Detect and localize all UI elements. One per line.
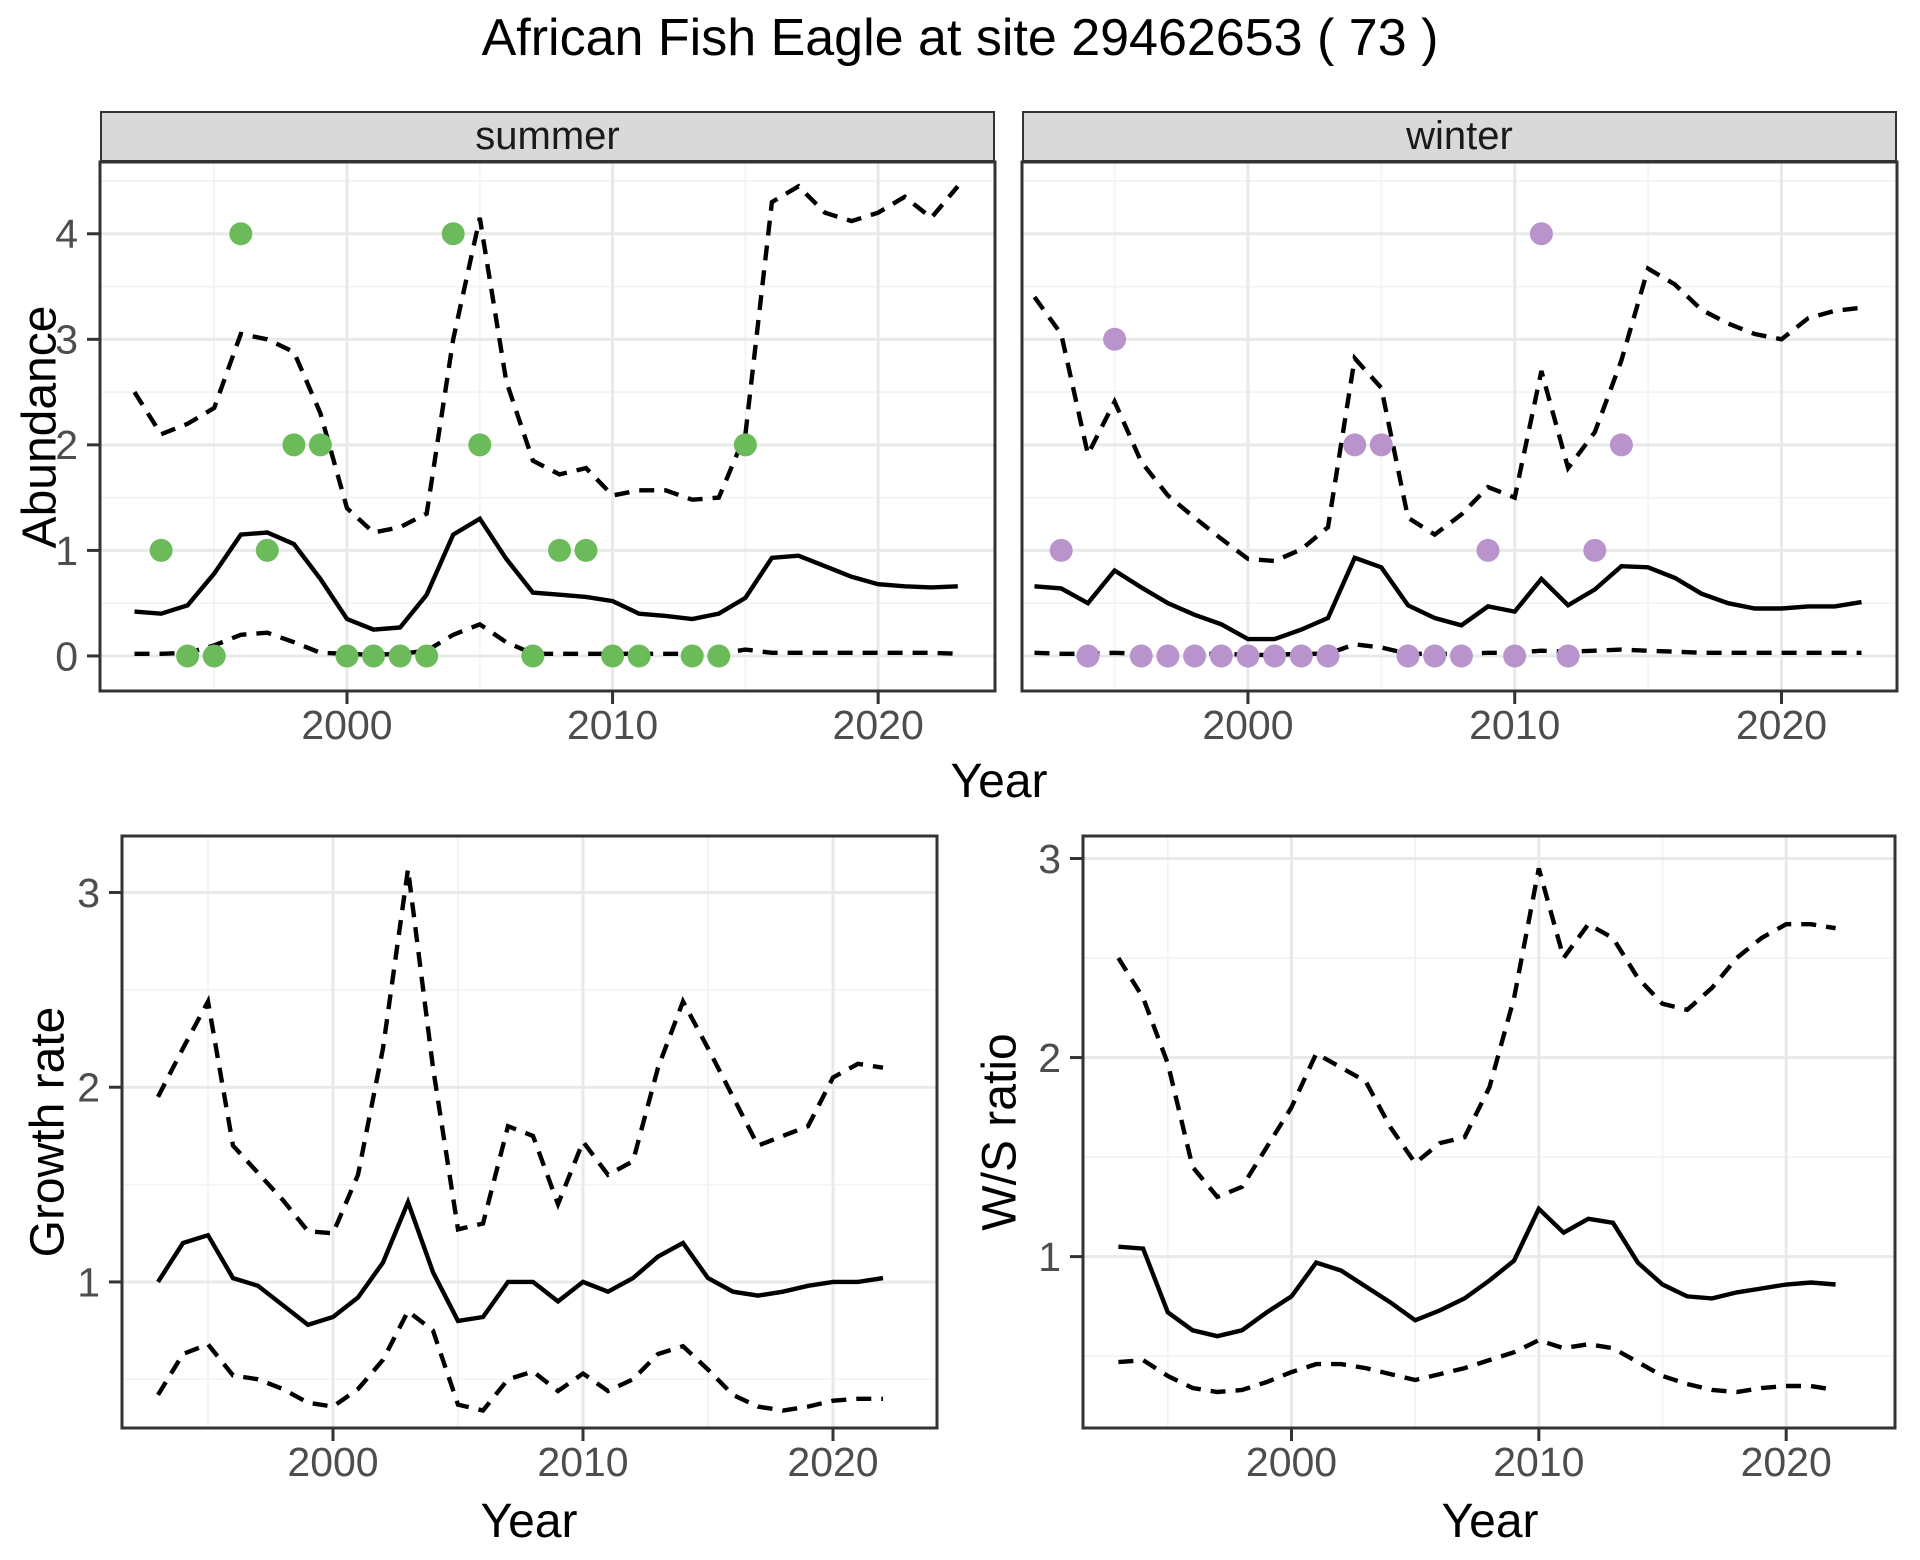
y-tick-label: 2 [1038,1035,1061,1081]
abundance-winter-data-point [1369,433,1393,457]
abundance-winter-data-point [1103,327,1127,351]
abundance-winter-data-point [1476,538,1500,562]
abundance-winter-data-point [1583,538,1607,562]
growth-rate-panel: 2000 2010 2020 1 2 3 [77,834,939,1485]
x-tick-label: 2020 [1736,702,1827,748]
x-tick-label: 2000 [287,1439,378,1485]
abundance-summer-data-point [441,222,465,246]
y-tick-label: 4 [55,211,78,257]
y-tick-label: 3 [77,870,100,916]
x-tick-label: 2020 [833,702,924,748]
abundance-winter-data-point [1156,644,1180,668]
abundance-summer-data-point [415,644,439,668]
abundance-summer-data-point [680,644,704,668]
abundance-summer-data-point [601,644,625,668]
abundance-summer-panel: 2000 2010 2020 0 1 2 3 4 [55,160,997,748]
y-tick-label: 0 [55,633,78,679]
x-axis-title-ws-ratio: Year [1441,1495,1539,1548]
abundance-winter-data-point [1236,644,1260,668]
abundance-winter-data-point [1263,644,1287,668]
ws-ratio-ci_lower-line [1118,1337,1836,1395]
growth-rate-mean-line [156,1195,884,1328]
plot-title: African Fish Eagle at site 29462653 ( 73… [481,9,1439,67]
y-tick-label: 2 [55,422,78,468]
growth-rate-background [122,836,937,1428]
abundance-winter-data-point [1396,644,1420,668]
abundance-summer-data-point [627,644,651,668]
abundance-winter-data-point [1609,433,1633,457]
y-tick-label: 3 [55,317,78,363]
ws-ratio-background [1083,836,1895,1428]
abundance-summer-data-point [548,538,571,562]
abundance-summer-data-point [202,644,226,668]
abundance-summer-data-point [362,644,385,668]
abundance-winter-data-point [1129,644,1153,668]
abundance-summer-data-point [176,644,200,668]
abundance-summer-border [98,160,997,693]
abundance-summer-data-point [335,644,359,668]
y-tick-label: 1 [1038,1234,1061,1280]
x-axis-title-top: Year [950,755,1048,808]
growth-rate-ci_lower-line [156,1307,883,1413]
ws-ratio-ci_upper-line [1116,867,1836,1200]
x-tick-label: 2010 [1469,702,1560,748]
abundance-summer-data-point [388,644,412,668]
ws-ratio-panel: 2000 2010 2020 1 2 3 [1038,834,1897,1485]
x-tick-label: 2000 [1246,1439,1337,1485]
abundance-winter-data-point [1529,222,1553,246]
facet-strip-winter: winter [1022,111,1897,162]
abundance-winter-data-point [1343,433,1367,457]
abundance-summer-data-point [255,538,279,562]
abundance-summer-data-point [521,644,545,668]
y-tick-label: 1 [55,528,78,574]
abundance-winter-data-point [1423,644,1447,668]
x-tick-label: 2020 [787,1439,878,1485]
abundance-winter-data-point [1183,644,1207,668]
abundance-winter-mean-line [1034,555,1862,642]
y-tick-label: 2 [77,1065,100,1111]
x-tick-label: 2010 [1493,1439,1584,1485]
y-tick-label: 1 [77,1259,100,1305]
y-tick-label: 3 [1038,836,1061,882]
ws-ratio-border [1081,834,1897,1430]
abundance-winter-data-point [1449,644,1473,668]
x-tick-label: 2000 [1202,702,1293,748]
y-axis-title-ws-ratio: W/S ratio [973,1033,1027,1231]
abundance-winter-border [1020,160,1899,693]
abundance-winter-data-point [1289,644,1313,668]
ws-ratio-mean-line [1118,1205,1836,1339]
abundance-summer-data-point [574,538,598,562]
x-tick-label: 2020 [1741,1439,1832,1485]
x-tick-label: 2010 [567,702,658,748]
abundance-summer-data-point [282,433,306,457]
abundance-winter-data-point [1049,538,1073,562]
abundance-winter-data-point [1556,644,1580,668]
abundance-winter-data-point [1209,644,1233,668]
abundance-summer-data-point [229,222,253,246]
abundance-winter-background [1022,162,1897,691]
growth-rate-ci_upper-line [156,868,884,1236]
y-axis-title-abundance: Abundance [13,305,67,549]
abundance-summer-data-point [149,538,173,562]
abundance-winter-data-point [1076,644,1100,668]
growth-rate-border [120,834,939,1430]
abundance-winter-data-point [1316,644,1340,668]
abundance-summer-data-point [733,433,757,457]
abundance-summer-ci_lower-line [134,621,958,658]
abundance-winter-panel: 2000 2010 2020 [1020,160,1899,748]
facet-strip-summer: summer [100,111,995,162]
facet-strip-winter-label: winter [1406,114,1513,158]
abundance-winter-data-point [1503,644,1527,668]
abundance-summer-mean-line [134,515,958,632]
abundance-summer-data-point [707,644,731,668]
x-tick-label: 2000 [301,702,392,748]
facet-strip-summer-label: summer [475,114,620,158]
x-tick-label: 2010 [537,1439,628,1485]
x-axis-title-growth-rate: Year [480,1495,578,1548]
abundance-summer-data-point [308,433,332,457]
y-axis-title-growth-rate: Growth rate [21,1006,75,1258]
abundance-summer-data-point [468,433,492,457]
